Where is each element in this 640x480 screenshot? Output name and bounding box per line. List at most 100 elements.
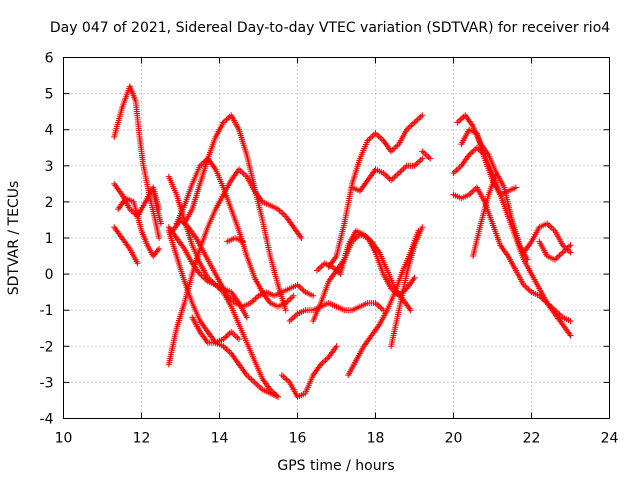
series-arc-22 xyxy=(388,224,426,350)
data-point xyxy=(391,174,398,181)
data-point xyxy=(556,252,563,259)
data-point xyxy=(399,167,406,174)
data-point xyxy=(226,349,233,356)
data-point xyxy=(279,210,286,217)
y-tick-label: 0 xyxy=(45,267,54,283)
data-point xyxy=(384,174,391,181)
series-arc-21 xyxy=(349,155,426,195)
data-point xyxy=(236,336,242,343)
data-point xyxy=(411,119,418,126)
data-point xyxy=(558,250,565,257)
x-tick-label: 14 xyxy=(211,431,229,447)
data-point xyxy=(225,331,232,338)
data-point xyxy=(252,295,259,302)
data-point xyxy=(251,379,258,386)
data-point xyxy=(493,170,500,177)
data-point xyxy=(322,357,329,364)
data-point xyxy=(419,224,426,231)
data-point xyxy=(545,222,552,229)
series-arc-23 xyxy=(419,148,434,162)
x-tick-label: 12 xyxy=(133,431,151,447)
data-point xyxy=(378,136,385,143)
data-point xyxy=(467,150,474,157)
y-tick-labels: -4 -3 -2 -1 0 1 2 3 4 5 6 xyxy=(40,51,54,428)
data-point xyxy=(397,168,404,175)
data-point xyxy=(377,134,384,141)
series-arc-12 xyxy=(181,112,289,314)
data-point xyxy=(223,116,230,123)
data-point xyxy=(469,188,476,195)
data-point xyxy=(283,376,290,383)
data-point xyxy=(239,238,246,245)
data-point xyxy=(469,149,476,156)
data-point xyxy=(289,315,296,322)
series-arc-01 xyxy=(111,83,163,241)
data-point xyxy=(413,118,420,125)
x-tick-label: 20 xyxy=(445,431,463,447)
data-point xyxy=(369,133,376,140)
data-point xyxy=(419,112,426,119)
data-point xyxy=(450,170,457,177)
data-point xyxy=(248,376,255,383)
series-arc-13 xyxy=(189,314,242,346)
data-point xyxy=(240,170,247,177)
data-point xyxy=(392,172,399,179)
series-arc-03 xyxy=(115,195,163,260)
data-point xyxy=(389,175,396,182)
x-tick-label: 10 xyxy=(55,431,73,447)
data-point xyxy=(419,148,426,155)
data-point xyxy=(154,247,161,254)
data-point xyxy=(324,355,331,362)
data-point xyxy=(287,295,294,302)
data-point xyxy=(239,169,246,176)
data-point xyxy=(280,373,287,380)
data-point xyxy=(250,297,257,304)
data-point xyxy=(411,274,418,281)
data-point xyxy=(367,134,374,141)
data-point xyxy=(470,187,477,194)
data-point xyxy=(225,115,232,122)
series-arc-07 xyxy=(165,224,281,400)
data-point xyxy=(333,343,340,350)
data-point xyxy=(417,113,424,120)
data-point xyxy=(416,115,423,122)
data-point xyxy=(383,172,390,179)
data-point xyxy=(243,314,250,321)
data-point xyxy=(290,292,297,299)
y-tick-label: -1 xyxy=(40,303,54,319)
data-point xyxy=(407,307,414,314)
data-point xyxy=(229,330,236,337)
data-point xyxy=(281,211,288,218)
data-point xyxy=(567,332,574,339)
data-point xyxy=(223,346,230,353)
data-point xyxy=(375,302,382,309)
data-point xyxy=(253,380,260,387)
data-point xyxy=(420,149,427,156)
data-point xyxy=(321,358,328,365)
x-tick-label: 18 xyxy=(367,431,385,447)
data-point xyxy=(254,382,261,389)
data-point xyxy=(388,177,395,184)
y-tick-label: -3 xyxy=(40,375,54,391)
data-point xyxy=(414,159,421,166)
series-arc-05 xyxy=(150,188,164,227)
y-tick-label: -4 xyxy=(40,412,54,428)
data-point xyxy=(374,301,381,308)
data-point xyxy=(317,264,324,271)
data-point xyxy=(378,305,385,312)
data-point xyxy=(291,313,298,320)
y-tick-label: 4 xyxy=(45,123,54,139)
data-point xyxy=(416,158,423,165)
data-point xyxy=(374,131,381,138)
x-tick-labels: 10 12 14 16 18 20 22 24 xyxy=(55,431,619,447)
data-point xyxy=(319,359,326,366)
data-point xyxy=(525,286,532,293)
data-point xyxy=(286,318,293,325)
series-arc-30 xyxy=(536,238,574,263)
data-point xyxy=(310,292,317,299)
data-point xyxy=(299,286,306,293)
series-arc-04 xyxy=(111,224,141,267)
data-point xyxy=(134,260,141,267)
data-point xyxy=(296,283,303,290)
series-arc-16 xyxy=(278,343,340,400)
